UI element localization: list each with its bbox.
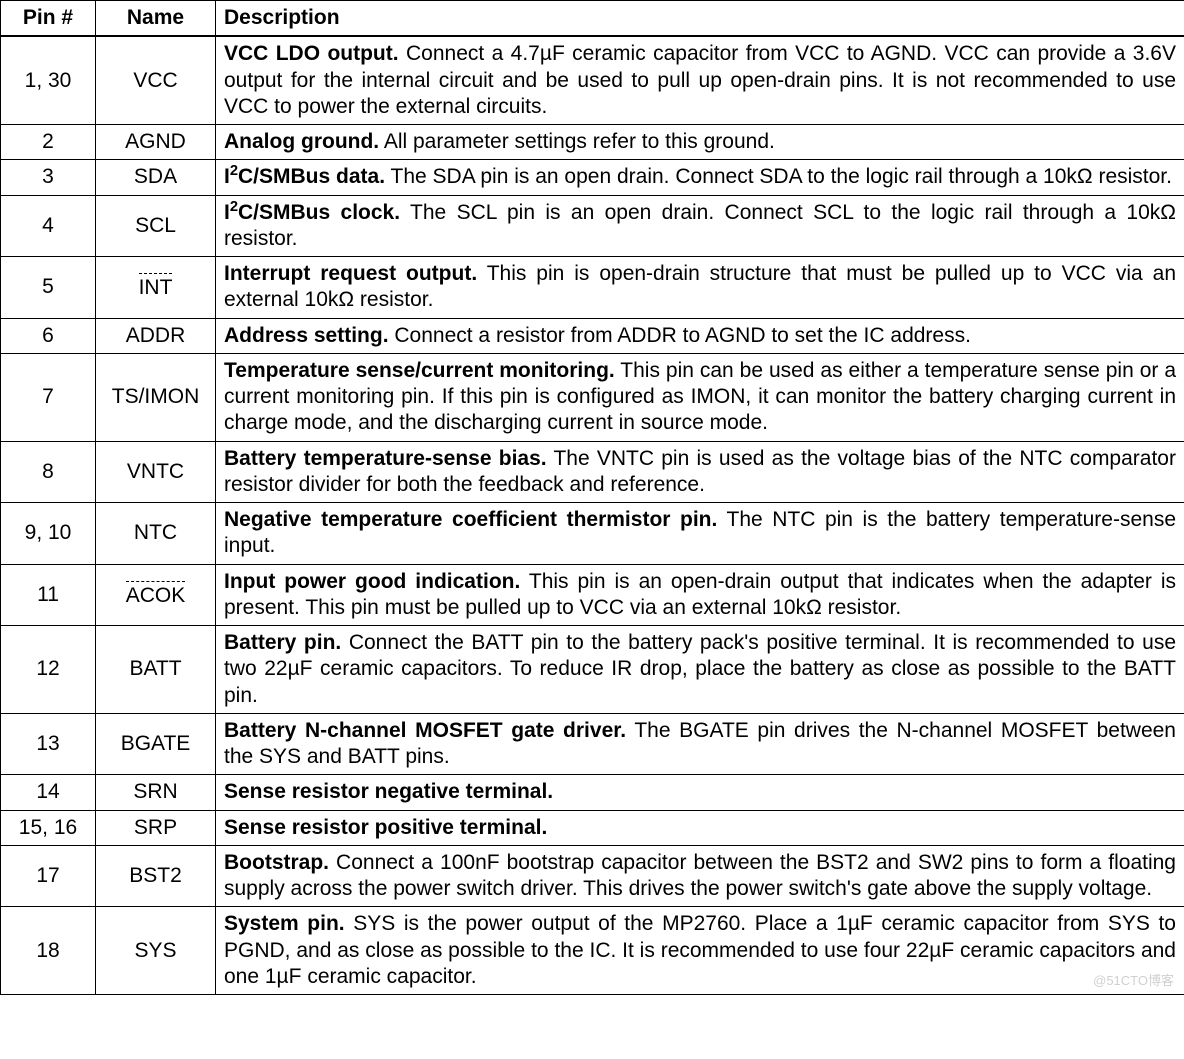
desc-rest: All parameter settings refer to this gro… bbox=[379, 130, 775, 153]
table-row: 1, 30VCCVCC LDO output. Connect a 4.7µF … bbox=[1, 36, 1184, 124]
cell-name: ACOK bbox=[96, 564, 216, 626]
cell-name: TS/IMON bbox=[96, 353, 216, 441]
desc-bold: Address setting. bbox=[224, 324, 389, 347]
desc-bold: Bootstrap. bbox=[224, 851, 329, 874]
desc-bold: Interrupt request output. bbox=[224, 262, 477, 285]
desc-bold: Negative temperature coefficient thermis… bbox=[224, 508, 717, 531]
cell-name: INT bbox=[96, 257, 216, 319]
col-header-name: Name bbox=[96, 1, 216, 37]
cell-description: Battery N-channel MOSFET gate driver. Th… bbox=[216, 713, 1184, 775]
desc-bold: System pin. bbox=[224, 912, 345, 935]
table-row: 7TS/IMONTemperature sense/current monito… bbox=[1, 353, 1184, 441]
table-row: 2AGNDAnalog ground. All parameter settin… bbox=[1, 125, 1184, 160]
cell-name: VCC bbox=[96, 36, 216, 124]
cell-pin: 17 bbox=[1, 845, 96, 907]
desc-bold: Battery temperature-sense bias. bbox=[224, 447, 547, 470]
cell-name: BST2 bbox=[96, 845, 216, 907]
cell-description: I2C/SMBus clock. The SCL pin is an open … bbox=[216, 195, 1184, 257]
col-header-pin: Pin # bbox=[1, 1, 96, 37]
cell-pin: 9, 10 bbox=[1, 503, 96, 565]
cell-name: BGATE bbox=[96, 713, 216, 775]
cell-pin: 4 bbox=[1, 195, 96, 257]
cell-description: VCC LDO output. Connect a 4.7µF ceramic … bbox=[216, 36, 1184, 124]
cell-pin: 5 bbox=[1, 257, 96, 319]
cell-description: Battery temperature-sense bias. The VNTC… bbox=[216, 441, 1184, 503]
cell-description: Analog ground. All parameter settings re… bbox=[216, 125, 1184, 160]
cell-name: SCL bbox=[96, 195, 216, 257]
cell-description: Sense resistor positive terminal. bbox=[216, 810, 1184, 845]
cell-pin: 7 bbox=[1, 353, 96, 441]
cell-pin: 2 bbox=[1, 125, 96, 160]
cell-pin: 6 bbox=[1, 318, 96, 353]
cell-description: Negative temperature coefficient thermis… bbox=[216, 503, 1184, 565]
cell-pin: 18 bbox=[1, 907, 96, 995]
pin-description-table: Pin # Name Description 1, 30VCCVCC LDO o… bbox=[0, 0, 1184, 995]
table-header-row: Pin # Name Description bbox=[1, 1, 1184, 37]
cell-name: BATT bbox=[96, 626, 216, 714]
desc-bold: Battery pin. bbox=[224, 631, 341, 654]
table-row: 11 ACOK Input power good indication. This … bbox=[1, 564, 1184, 626]
desc-rest: Connect a 100nF bootstrap capacitor betw… bbox=[224, 851, 1176, 900]
table-row: 13BGATEBattery N-channel MOSFET gate dri… bbox=[1, 713, 1184, 775]
cell-description: Bootstrap. Connect a 100nF bootstrap cap… bbox=[216, 845, 1184, 907]
cell-description: Interrupt request output. This pin is op… bbox=[216, 257, 1184, 319]
cell-pin: 15, 16 bbox=[1, 810, 96, 845]
overline-signal-name: ACOK bbox=[126, 581, 186, 609]
table-row: 12BATTBattery pin. Connect the BATT pin … bbox=[1, 626, 1184, 714]
table-body: 1, 30VCCVCC LDO output. Connect a 4.7µF … bbox=[1, 36, 1184, 994]
desc-rest: Connect a resistor from ADDR to AGND to … bbox=[389, 324, 971, 347]
table-row: 5 INT Interrupt request output. This pin i… bbox=[1, 257, 1184, 319]
cell-name: NTC bbox=[96, 503, 216, 565]
cell-name: SRN bbox=[96, 775, 216, 810]
cell-pin: 14 bbox=[1, 775, 96, 810]
table-row: 17BST2Bootstrap. Connect a 100nF bootstr… bbox=[1, 845, 1184, 907]
table-row: 15, 16SRP Sense resistor positive termina… bbox=[1, 810, 1184, 845]
table-row: 4SCLI2C/SMBus clock. The SCL pin is an o… bbox=[1, 195, 1184, 257]
desc-bold: VCC LDO output. bbox=[224, 42, 399, 65]
table-row: 8VNTCBattery temperature-sense bias. The… bbox=[1, 441, 1184, 503]
cell-description: I2C/SMBus data. The SDA pin is an open d… bbox=[216, 160, 1184, 195]
desc-bold: Analog ground. bbox=[224, 130, 379, 153]
desc-bold: Battery N-channel MOSFET gate driver. bbox=[224, 719, 626, 742]
desc-bold: Input power good indication. bbox=[224, 570, 520, 593]
overline-signal-name: INT bbox=[139, 273, 173, 301]
cell-pin: 1, 30 bbox=[1, 36, 96, 124]
cell-pin: 12 bbox=[1, 626, 96, 714]
desc-bold: Sense resistor negative terminal. bbox=[224, 780, 553, 803]
table-row: 3SDAI2C/SMBus data. The SDA pin is an op… bbox=[1, 160, 1184, 195]
cell-name: ADDR bbox=[96, 318, 216, 353]
desc-bold: Temperature sense/current monitoring. bbox=[224, 359, 615, 382]
cell-pin: 8 bbox=[1, 441, 96, 503]
cell-name: SDA bbox=[96, 160, 216, 195]
desc-bold: Sense resistor positive terminal. bbox=[224, 816, 547, 839]
table-row: 6ADDRAddress setting. Connect a resistor… bbox=[1, 318, 1184, 353]
table-row: 14SRN Sense resistor negative terminal. bbox=[1, 775, 1184, 810]
cell-description: Input power good indication. This pin is… bbox=[216, 564, 1184, 626]
cell-description: Temperature sense/current monitoring. Th… bbox=[216, 353, 1184, 441]
cell-description: System pin. SYS is the power output of t… bbox=[216, 907, 1184, 995]
cell-name: AGND bbox=[96, 125, 216, 160]
desc-rest: Connect the BATT pin to the battery pack… bbox=[224, 631, 1176, 707]
cell-name: SRP bbox=[96, 810, 216, 845]
cell-pin: 3 bbox=[1, 160, 96, 195]
cell-description: Battery pin. Connect the BATT pin to the… bbox=[216, 626, 1184, 714]
cell-name: VNTC bbox=[96, 441, 216, 503]
cell-description: Address setting. Connect a resistor from… bbox=[216, 318, 1184, 353]
cell-pin: 11 bbox=[1, 564, 96, 626]
col-header-desc: Description bbox=[216, 1, 1184, 37]
cell-name: SYS bbox=[96, 907, 216, 995]
table-row: 18SYSSystem pin. SYS is the power output… bbox=[1, 907, 1184, 995]
cell-pin: 13 bbox=[1, 713, 96, 775]
desc-rest: SYS is the power output of the MP2760. P… bbox=[224, 912, 1176, 988]
table-row: 9, 10NTC Negative temperature coefficient… bbox=[1, 503, 1184, 565]
cell-description: Sense resistor negative terminal. bbox=[216, 775, 1184, 810]
